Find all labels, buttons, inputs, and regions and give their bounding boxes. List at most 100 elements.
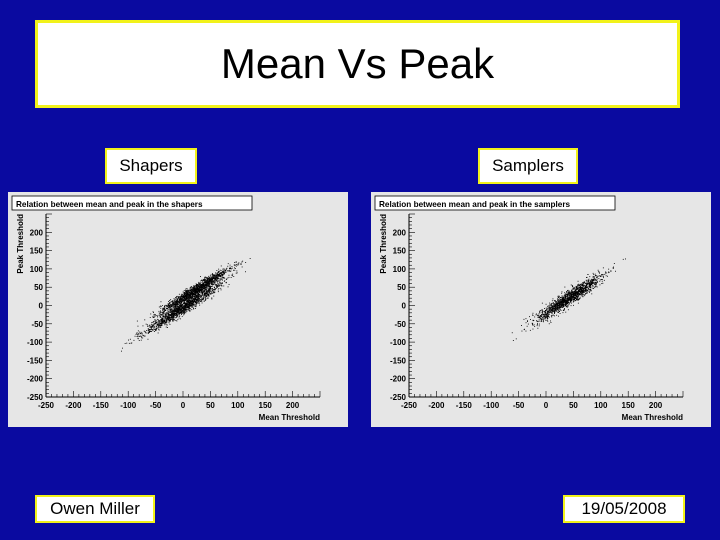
scatter-point bbox=[143, 330, 145, 332]
y-axis-label: Peak Threshold bbox=[379, 214, 388, 274]
scatter-point bbox=[188, 302, 190, 304]
scatter-point bbox=[241, 266, 243, 268]
scatter-point bbox=[588, 278, 590, 280]
scatter-point bbox=[160, 323, 161, 325]
scatter-point bbox=[181, 302, 182, 304]
scatter-point bbox=[187, 305, 189, 307]
scatter-point bbox=[184, 289, 186, 291]
scatter-point bbox=[557, 299, 559, 301]
scatter-point bbox=[221, 273, 222, 275]
scatter-point bbox=[561, 304, 563, 306]
scatter-point bbox=[549, 307, 550, 308]
scatter-point bbox=[164, 304, 166, 306]
scatter-point bbox=[604, 273, 606, 275]
scatter-point bbox=[567, 289, 569, 291]
scatter-point bbox=[167, 312, 169, 314]
scatter-point bbox=[601, 283, 603, 284]
scatter-point bbox=[185, 288, 187, 290]
scatter-point bbox=[185, 302, 187, 304]
scatter-point bbox=[558, 304, 560, 306]
scatter-points bbox=[121, 258, 251, 352]
scatter-point bbox=[552, 307, 554, 309]
scatter-point bbox=[214, 288, 216, 290]
scatter-point bbox=[172, 319, 173, 321]
scatter-point bbox=[200, 280, 202, 282]
scatter-point bbox=[165, 314, 166, 315]
scatter-point bbox=[195, 285, 197, 287]
scatter-point bbox=[165, 326, 167, 328]
scatter-point bbox=[525, 318, 527, 320]
scatter-point bbox=[186, 303, 187, 304]
scatter-point bbox=[195, 302, 197, 304]
scatter-point bbox=[612, 267, 614, 269]
scatter-point bbox=[170, 314, 172, 316]
scatter-point bbox=[601, 279, 603, 280]
scatter-point bbox=[166, 320, 168, 322]
scatter-point bbox=[579, 289, 581, 291]
scatter-point bbox=[204, 280, 206, 282]
scatter-point bbox=[565, 298, 567, 300]
scatter-point bbox=[149, 327, 151, 328]
scatter-point bbox=[202, 283, 204, 285]
x-tick-label: -100 bbox=[483, 401, 500, 410]
scatter-point bbox=[205, 276, 207, 278]
scatter-point bbox=[191, 304, 193, 305]
scatter-point bbox=[573, 294, 575, 296]
scatter-point bbox=[578, 299, 579, 301]
scatter-point bbox=[159, 325, 161, 327]
scatter-point bbox=[553, 308, 555, 310]
scatter-point bbox=[565, 304, 567, 306]
scatter-point bbox=[188, 291, 189, 293]
scatter-point bbox=[209, 285, 210, 287]
scatter-point bbox=[217, 275, 219, 277]
scatter-point bbox=[532, 315, 534, 316]
scatter-point bbox=[577, 284, 578, 286]
scatter-point bbox=[177, 309, 179, 311]
scatter-point bbox=[170, 313, 172, 315]
scatter-point bbox=[205, 298, 207, 300]
scatter-point bbox=[210, 293, 212, 295]
scatter-point bbox=[169, 309, 171, 311]
scatter-point bbox=[605, 271, 607, 273]
scatter-point bbox=[570, 292, 571, 294]
scatter-point bbox=[234, 264, 236, 266]
scatter-point bbox=[149, 330, 151, 332]
chart-title-box bbox=[374, 195, 616, 211]
scatter-point bbox=[592, 285, 594, 287]
scatter-point bbox=[184, 292, 185, 293]
scatter-point bbox=[175, 315, 177, 317]
scatter-point bbox=[217, 279, 219, 281]
scatter-point bbox=[592, 284, 594, 286]
scatter-point bbox=[569, 297, 570, 299]
scatter-point bbox=[187, 296, 189, 298]
scatter-point bbox=[170, 319, 171, 320]
scatter-point bbox=[571, 299, 573, 300]
scatter-point bbox=[195, 289, 197, 291]
scatter-point bbox=[199, 299, 201, 301]
scatter-point bbox=[184, 302, 186, 304]
scatter-point bbox=[552, 310, 554, 312]
scatter-point bbox=[549, 304, 550, 306]
scatter-point bbox=[176, 316, 178, 318]
scatter-point bbox=[210, 279, 212, 281]
scatter-point bbox=[556, 309, 558, 311]
scatter-point bbox=[600, 275, 601, 277]
scatter-point bbox=[554, 300, 556, 302]
scatter-point bbox=[577, 298, 579, 300]
scatter-point bbox=[153, 328, 154, 330]
scatter-point bbox=[212, 289, 214, 291]
scatter-point bbox=[561, 295, 563, 297]
scatter-point bbox=[590, 282, 592, 284]
scatter-point bbox=[179, 298, 181, 300]
scatter-point bbox=[172, 303, 174, 304]
scatter-point bbox=[218, 284, 220, 286]
scatter-point bbox=[190, 291, 192, 293]
y-tick-label: 150 bbox=[393, 247, 407, 256]
scatter-point bbox=[545, 316, 547, 317]
scatter-point bbox=[168, 306, 170, 308]
scatter-point bbox=[203, 288, 205, 290]
scatter-point bbox=[174, 299, 176, 301]
scatter-point bbox=[173, 310, 174, 312]
scatter-point bbox=[166, 305, 168, 306]
scatter-point bbox=[176, 308, 178, 310]
